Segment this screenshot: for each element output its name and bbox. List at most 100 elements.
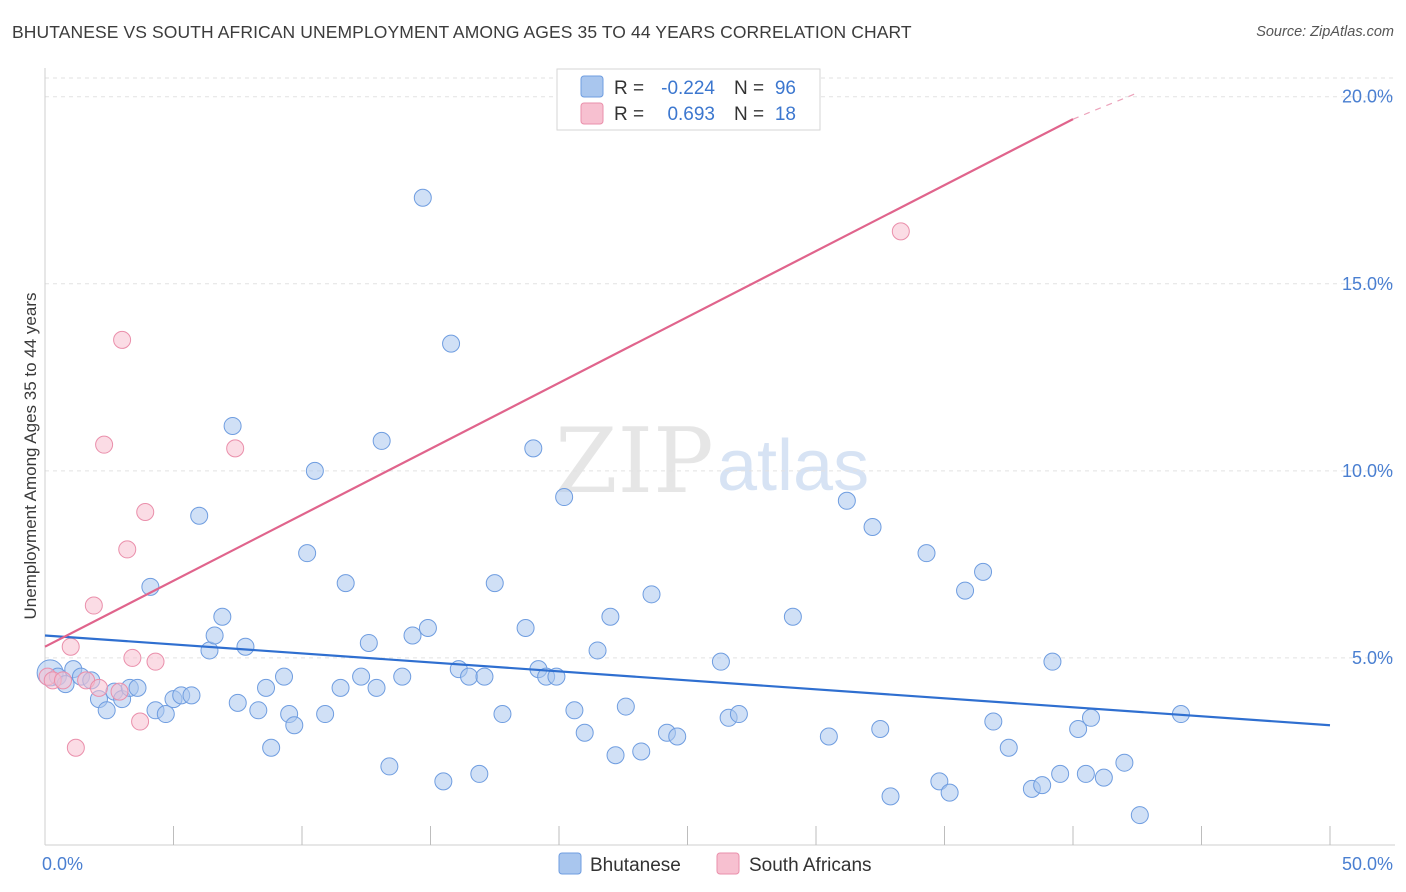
- data-point: [84, 596, 103, 615]
- legend-swatch-bhutanese: [558, 852, 582, 875]
- data-point: [984, 712, 1003, 731]
- data-point: [711, 652, 730, 671]
- data-point: [940, 783, 959, 802]
- axes: [44, 68, 1395, 846]
- data-point: [331, 678, 350, 697]
- data-point: [470, 764, 489, 783]
- data-point: [485, 574, 504, 593]
- stats-n-value-bhutanese: 96: [775, 78, 796, 99]
- data-point: [1033, 776, 1052, 795]
- data-point: [190, 506, 209, 525]
- y-tick-label: 5.0%: [1352, 648, 1393, 668]
- trend-line-bhutanese: [44, 634, 1331, 727]
- legend-label-bhutanese: Bhutanese: [590, 855, 681, 876]
- data-point: [113, 330, 132, 349]
- data-point: [97, 701, 116, 720]
- stats-n-label-bhutanese: N =: [734, 78, 764, 99]
- data-point: [524, 439, 543, 458]
- y-tick-label: 10.0%: [1342, 461, 1393, 481]
- data-point: [616, 697, 635, 716]
- stats-r-value-south-africans: 0.693: [667, 104, 715, 125]
- legend-label-south-africans: South Africans: [749, 855, 872, 876]
- data-point: [516, 618, 535, 637]
- data-point: [837, 491, 856, 510]
- data-point: [460, 667, 479, 686]
- data-point: [372, 431, 391, 450]
- data-point: [418, 618, 437, 637]
- watermark-zip: ZIP: [555, 409, 714, 514]
- y-tick-label: 20.0%: [1342, 87, 1393, 107]
- data-point: [1069, 720, 1088, 739]
- data-point: [783, 607, 802, 626]
- data-point: [403, 626, 422, 645]
- stats-swatch-bhutanese: [580, 75, 604, 98]
- data-point: [999, 738, 1018, 757]
- data-point: [213, 607, 232, 626]
- data-point: [729, 705, 748, 724]
- data-point: [1130, 806, 1149, 825]
- data-point: [575, 723, 594, 742]
- data-point: [1076, 764, 1095, 783]
- data-point: [262, 738, 281, 757]
- data-point: [110, 682, 129, 701]
- data-point: [1081, 708, 1100, 727]
- data-point: [434, 772, 453, 791]
- y-tick-label: 15.0%: [1342, 274, 1393, 294]
- data-point: [930, 772, 949, 791]
- data-point: [200, 641, 219, 660]
- series-legend: Bhutanese South Africans: [558, 852, 872, 876]
- data-point: [275, 667, 294, 686]
- data-point: [205, 626, 224, 645]
- data-point: [668, 727, 687, 746]
- trend-line-south-africans: [44, 118, 1074, 648]
- x-tick-label-max: 50.0%: [1342, 854, 1393, 874]
- data-point: [475, 667, 494, 686]
- gridlines: [45, 77, 1395, 659]
- data-point: [606, 746, 625, 765]
- data-point: [128, 678, 147, 697]
- data-point: [871, 720, 890, 739]
- y-axis-label: Unemployment Among Ages 35 to 44 years: [21, 293, 40, 620]
- trend-lines: [44, 92, 1331, 727]
- south-africans-points: [38, 222, 910, 757]
- data-point: [588, 641, 607, 660]
- data-point: [118, 540, 137, 559]
- data-point: [257, 678, 276, 697]
- data-point: [336, 574, 355, 593]
- data-point: [863, 517, 882, 536]
- x-ticks: [173, 826, 1331, 845]
- data-point: [359, 633, 378, 652]
- data-point: [136, 503, 155, 522]
- data-point: [352, 667, 371, 686]
- data-point: [53, 671, 72, 690]
- x-tick-label-min: 0.0%: [42, 854, 83, 874]
- stats-r-label-south-africans: R =: [614, 104, 644, 125]
- data-point: [66, 738, 85, 757]
- data-point: [413, 188, 432, 207]
- data-point: [156, 705, 175, 724]
- data-point: [380, 757, 399, 776]
- data-point: [249, 701, 268, 720]
- data-point: [123, 648, 142, 667]
- watermark: ZIP atlas: [555, 409, 869, 514]
- data-point: [1043, 652, 1062, 671]
- data-point: [601, 607, 620, 626]
- data-point: [236, 637, 255, 656]
- data-point: [555, 488, 574, 507]
- stats-n-value-south-africans: 18: [775, 104, 796, 125]
- chart-title: BHUTANESE VS SOUTH AFRICAN UNEMPLOYMENT …: [12, 22, 912, 42]
- data-point: [182, 686, 201, 705]
- data-point: [316, 705, 335, 724]
- data-point: [131, 712, 150, 731]
- chart-source: Source: ZipAtlas.com: [1256, 24, 1394, 40]
- data-point: [917, 544, 936, 563]
- data-point: [95, 435, 114, 454]
- data-point: [298, 544, 317, 563]
- data-point: [881, 787, 900, 806]
- legend-swatch-south-africans: [716, 852, 740, 875]
- stats-n-label-south-africans: N =: [734, 104, 764, 125]
- stats-legend: R = -0.224 N = 96 R = 0.693 N = 18: [556, 68, 821, 131]
- data-point: [305, 461, 324, 480]
- data-point: [442, 334, 461, 353]
